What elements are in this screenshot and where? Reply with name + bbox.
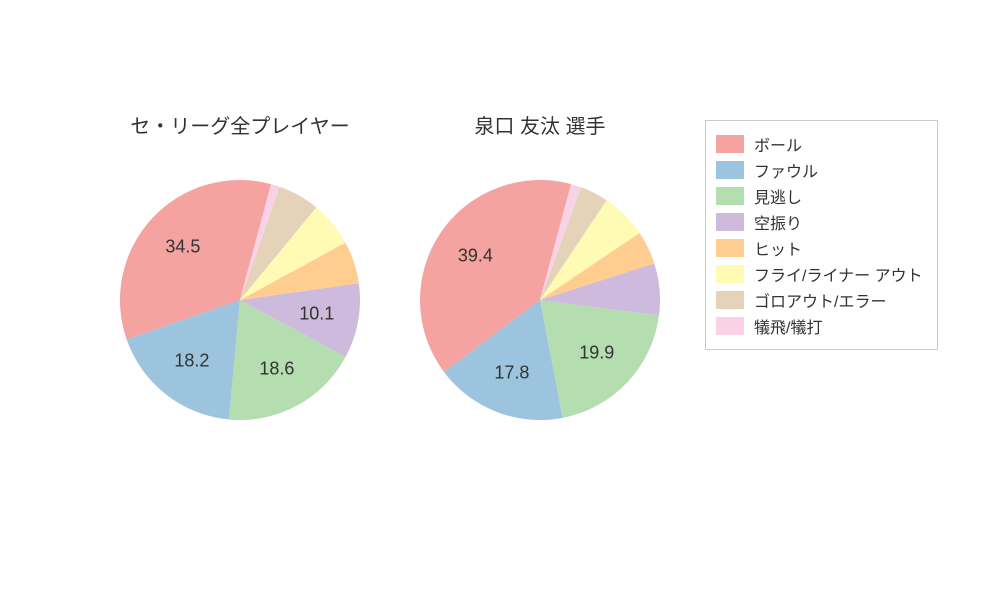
legend-label-swing_miss: 空振り [754, 210, 802, 234]
legend-label-fly_liner: フライ/ライナー アウト [754, 262, 923, 286]
legend-item-fly_liner: フライ/ライナー アウト [716, 261, 923, 287]
pie-label-league-looking: 18.6 [259, 358, 294, 379]
legend-swatch-sac [716, 317, 744, 335]
legend-item-ball: ボール [716, 131, 923, 157]
legend: ボールファウル見逃し空振りヒットフライ/ライナー アウトゴロアウト/エラー犠飛/… [705, 120, 938, 350]
legend-swatch-foul [716, 161, 744, 179]
pie-label-player-looking: 19.9 [579, 343, 614, 364]
pie-title-league: セ・リーグ全プレイヤー [100, 110, 380, 139]
legend-label-sac: 犠飛/犠打 [754, 314, 822, 338]
legend-item-hit: ヒット [716, 235, 923, 261]
legend-item-foul: ファウル [716, 157, 923, 183]
legend-item-ground_err: ゴロアウト/エラー [716, 287, 923, 313]
legend-label-ball: ボール [754, 132, 802, 156]
pie-title-player: 泉口 友汰 選手 [400, 110, 680, 139]
pie-label-player-ball: 39.4 [458, 246, 493, 267]
legend-item-swing_miss: 空振り [716, 209, 923, 235]
legend-swatch-fly_liner [716, 265, 744, 283]
legend-swatch-ball [716, 135, 744, 153]
pie-label-league-foul: 18.2 [174, 351, 209, 372]
legend-item-looking: 見逃し [716, 183, 923, 209]
legend-swatch-swing_miss [716, 213, 744, 231]
legend-item-sac: 犠飛/犠打 [716, 313, 923, 339]
pie-league [120, 180, 360, 420]
legend-label-ground_err: ゴロアウト/エラー [754, 288, 886, 312]
legend-label-hit: ヒット [754, 236, 802, 260]
pie-label-player-foul: 17.8 [494, 362, 529, 383]
legend-swatch-looking [716, 187, 744, 205]
legend-swatch-hit [716, 239, 744, 257]
pie-label-league-ball: 34.5 [165, 236, 200, 257]
legend-label-looking: 見逃し [754, 184, 802, 208]
pie-player [420, 180, 660, 420]
legend-label-foul: ファウル [754, 158, 818, 182]
chart-stage: セ・リーグ全プレイヤー 34.5 18.2 18.6 10.1 泉口 友汰 選手 39.4 1… [0, 0, 1000, 600]
pie-label-league-swing_miss: 10.1 [299, 303, 334, 324]
legend-swatch-ground_err [716, 291, 744, 309]
